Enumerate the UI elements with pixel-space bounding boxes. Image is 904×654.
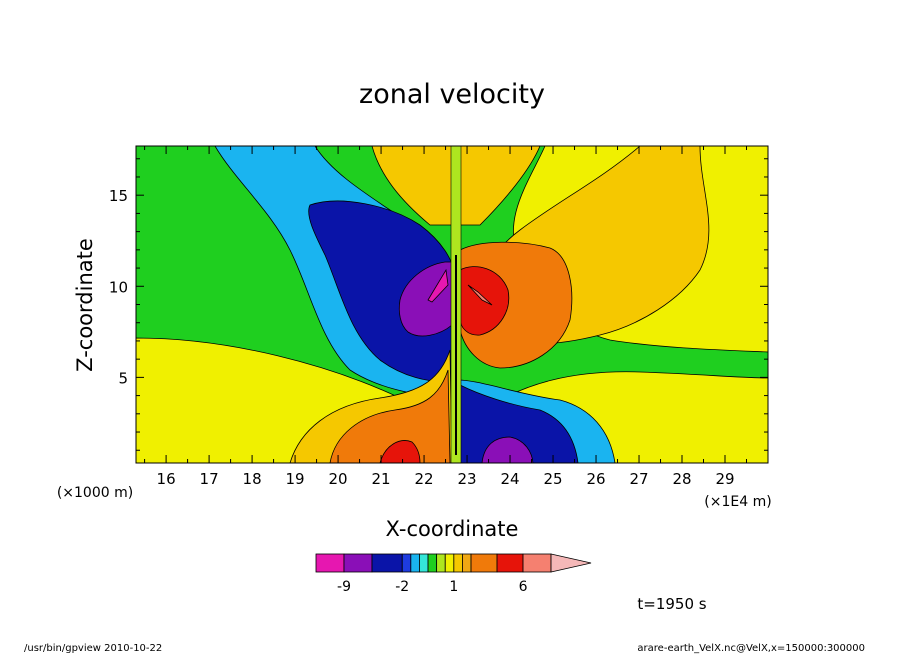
- x-axis-ticks: 16 17 18 19 20 21 22 23 24 25 26 27 28 29: [144, 146, 748, 488]
- plot-area: [136, 146, 768, 463]
- colorbar-segment: [401, 553, 412, 573]
- x-axis-title: X-coordinate: [386, 517, 519, 541]
- x-tick-label: 25: [543, 470, 562, 488]
- colorbar-overflow-arrow: [550, 553, 592, 573]
- x-tick-label: 23: [458, 470, 477, 488]
- footer-right: arare-earth_VelX.nc@VelX,x=150000:300000: [637, 643, 865, 654]
- contour-darkorange-lower-left: [329, 369, 451, 463]
- x-tick-label: 16: [157, 470, 176, 488]
- colorbar-label: -9: [337, 579, 351, 595]
- colorbar-segment: [410, 553, 420, 573]
- x-tick-label: 29: [715, 470, 734, 488]
- colorbar-segment: [462, 553, 472, 573]
- x-scale-label: (×1E4 m): [704, 494, 771, 510]
- contour-blue-lower-right: [459, 384, 579, 463]
- x-tick-label: 28: [672, 470, 691, 488]
- time-label: t=1950 s: [637, 595, 706, 613]
- colorbar: [315, 553, 592, 573]
- contour-pink-right: [467, 284, 493, 306]
- colorbar-segment: [436, 553, 446, 573]
- colorbar-segment: [343, 553, 373, 573]
- x-tick-label: 24: [500, 470, 519, 488]
- contour-blue-upper-left: [308, 200, 456, 382]
- colorbar-label: -2: [395, 579, 409, 595]
- contour-center-line: [455, 255, 457, 455]
- y-tick-label: 5: [118, 369, 128, 387]
- x-tick-label: 17: [200, 470, 219, 488]
- colorbar-segment: [453, 553, 463, 573]
- y-axis-title: Z-coordinate: [73, 238, 97, 372]
- contour-purple-upper-left: [398, 261, 453, 337]
- x-tick-label: 19: [286, 470, 305, 488]
- colorbar-segment: [427, 553, 438, 573]
- colorbar-segment: [315, 553, 345, 573]
- colorbar-segment: [496, 553, 524, 573]
- contour-purple-lower-right: [481, 436, 534, 463]
- x-tick-label: 21: [372, 470, 391, 488]
- y-scale-label: (×1000 m): [57, 485, 133, 501]
- chart-title: zonal velocity: [359, 79, 545, 110]
- x-tick-label: 22: [415, 470, 434, 488]
- x-tick-label: 27: [629, 470, 648, 488]
- colorbar-labels: -9 -2 1 6: [337, 579, 528, 595]
- y-axis-ticks: 5 10 15: [109, 158, 768, 451]
- colorbar-segment: [522, 553, 552, 573]
- y-tick-label: 15: [109, 187, 128, 205]
- colorbar-segment: [419, 553, 429, 573]
- colorbar-segment: [371, 553, 403, 573]
- x-tick-label: 20: [329, 470, 348, 488]
- y-tick-label: 10: [109, 278, 128, 296]
- contour-red-lower-left: [379, 440, 421, 463]
- x-tick-label: 18: [243, 470, 262, 488]
- x-tick-label: 26: [586, 470, 605, 488]
- colorbar-label: 1: [449, 579, 458, 595]
- colorbar-label: 6: [519, 579, 528, 595]
- colorbar-segment: [444, 553, 455, 573]
- contour-magenta-left: [427, 268, 449, 303]
- footer-left: /usr/bin/gpview 2010-10-22: [24, 643, 162, 654]
- colorbar-segment: [470, 553, 498, 573]
